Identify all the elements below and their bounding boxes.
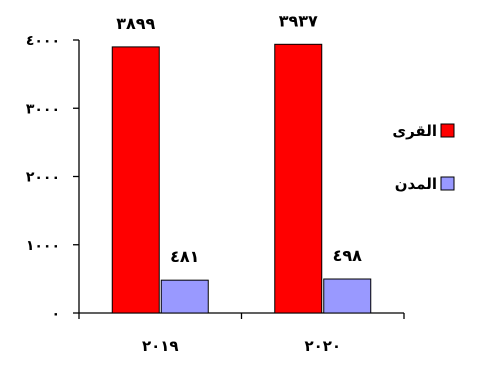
data-label: ٤٨١ <box>170 247 199 266</box>
bar <box>323 278 372 314</box>
bars <box>111 43 372 314</box>
y-tick-label: ٠ <box>51 306 60 322</box>
y-tick-label: ١٠٠٠ <box>26 238 60 254</box>
data-label: ٣٨٩٩ <box>116 14 155 33</box>
y-tick-label: ٣٠٠٠ <box>26 101 60 117</box>
legend-label: القرى <box>392 122 437 140</box>
legend-swatch <box>440 176 455 191</box>
legend: القرى المدن <box>392 122 455 193</box>
bar <box>111 46 160 314</box>
data-labels: ٣٨٩٩ ٤٨١ ٣٩٣٧ ٤٩٨ <box>116 11 362 266</box>
legend-label: المدن <box>395 175 437 193</box>
data-label: ٤٩٨ <box>333 246 363 265</box>
bar <box>274 43 323 314</box>
x-tick-label: ٢٠٢٠ <box>304 337 341 355</box>
x-tick-label: ٢٠١٩ <box>142 337 179 355</box>
bar <box>160 279 209 314</box>
axes: ٠ ١٠٠٠ ٢٠٠٠ ٣٠٠٠ ٤٠٠٠ ٢٠١٩ ٢٠٢٠ <box>26 33 405 355</box>
data-label: ٣٩٣٧ <box>279 11 318 30</box>
y-tick-label: ٢٠٠٠ <box>26 170 60 186</box>
y-tick-label: ٤٠٠٠ <box>26 33 60 49</box>
legend-swatch <box>440 123 455 138</box>
